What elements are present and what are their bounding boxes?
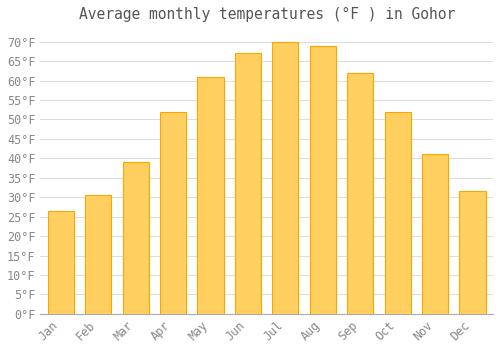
Title: Average monthly temperatures (°F ) in Gohor: Average monthly temperatures (°F ) in Go… [78, 7, 455, 22]
Bar [160, 112, 186, 314]
Bar [310, 46, 336, 314]
Bar [85, 195, 112, 314]
Bar [198, 77, 224, 314]
Bar [384, 112, 410, 314]
Bar [272, 42, 298, 314]
Bar [460, 191, 485, 314]
Bar [347, 73, 374, 314]
Bar [48, 211, 74, 314]
Bar [122, 162, 149, 314]
Bar [235, 54, 261, 314]
Bar [422, 154, 448, 314]
